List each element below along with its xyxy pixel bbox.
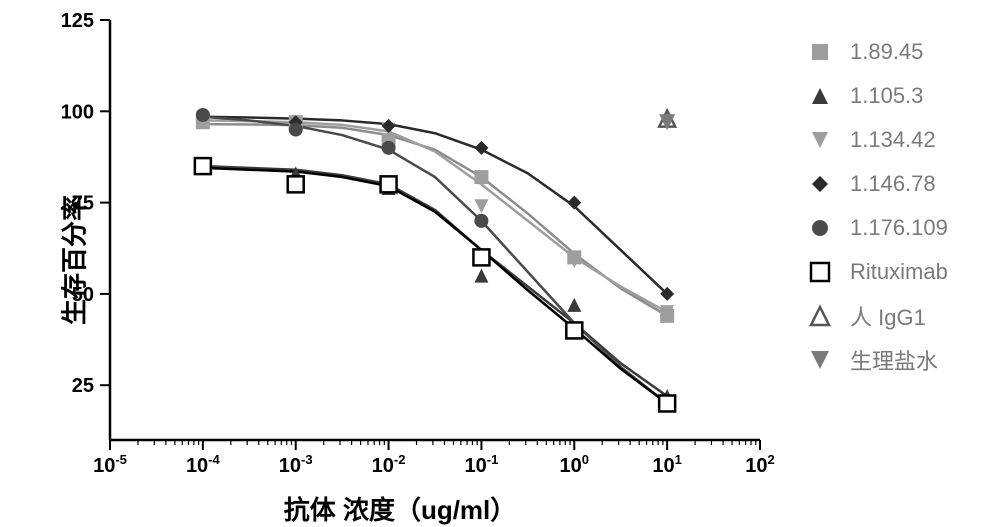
legend-marker-icon <box>800 208 840 248</box>
legend-marker-icon <box>800 296 840 336</box>
svg-text:102: 102 <box>745 452 774 477</box>
legend-item: 生理盐水 <box>800 338 948 382</box>
legend-label: 1.176.109 <box>850 215 948 241</box>
legend-item: 1.105.3 <box>800 74 948 118</box>
legend-marker-icon <box>800 32 840 72</box>
legend-item: 人 IgG1 <box>800 294 948 338</box>
y-axis-label: 生存百分率 <box>55 195 92 325</box>
svg-text:10-3: 10-3 <box>279 452 313 477</box>
svg-text:100: 100 <box>560 452 589 477</box>
svg-text:10-5: 10-5 <box>93 452 127 477</box>
legend-label: Rituximab <box>850 259 948 285</box>
legend-marker-icon <box>800 164 840 204</box>
svg-text:10-4: 10-4 <box>186 452 221 477</box>
legend-label: 1.89.45 <box>850 39 923 65</box>
svg-text:125: 125 <box>61 10 94 32</box>
legend-item: 1.146.78 <box>800 162 948 206</box>
legend-label: 生理盐水 <box>850 344 938 376</box>
svg-text:100: 100 <box>61 101 94 123</box>
chart-container: { "chart": { "type": "line-scatter-semil… <box>0 0 1000 527</box>
legend-item: 1.89.45 <box>800 30 948 74</box>
legend-marker-icon <box>800 76 840 116</box>
svg-text:101: 101 <box>652 452 681 477</box>
legend-label: 1.134.42 <box>850 127 936 153</box>
legend-marker-icon <box>800 252 840 292</box>
legend-item: 1.176.109 <box>800 206 948 250</box>
legend-label: 1.105.3 <box>850 83 923 109</box>
legend: 1.89.45 1.105.3 1.134.42 1.146.78 1.176.109 R… <box>800 30 948 382</box>
svg-text:25: 25 <box>72 375 94 397</box>
legend-label: 人 IgG1 <box>850 300 926 332</box>
legend-marker-icon <box>800 120 840 160</box>
legend-item: 1.134.42 <box>800 118 948 162</box>
x-axis-label: 抗体 浓度（ug/ml） <box>284 490 517 527</box>
legend-item: Rituximab <box>800 250 948 294</box>
legend-marker-icon <box>800 340 840 380</box>
svg-text:10-1: 10-1 <box>465 452 499 477</box>
svg-text:10-2: 10-2 <box>372 452 406 477</box>
legend-label: 1.146.78 <box>850 171 936 197</box>
